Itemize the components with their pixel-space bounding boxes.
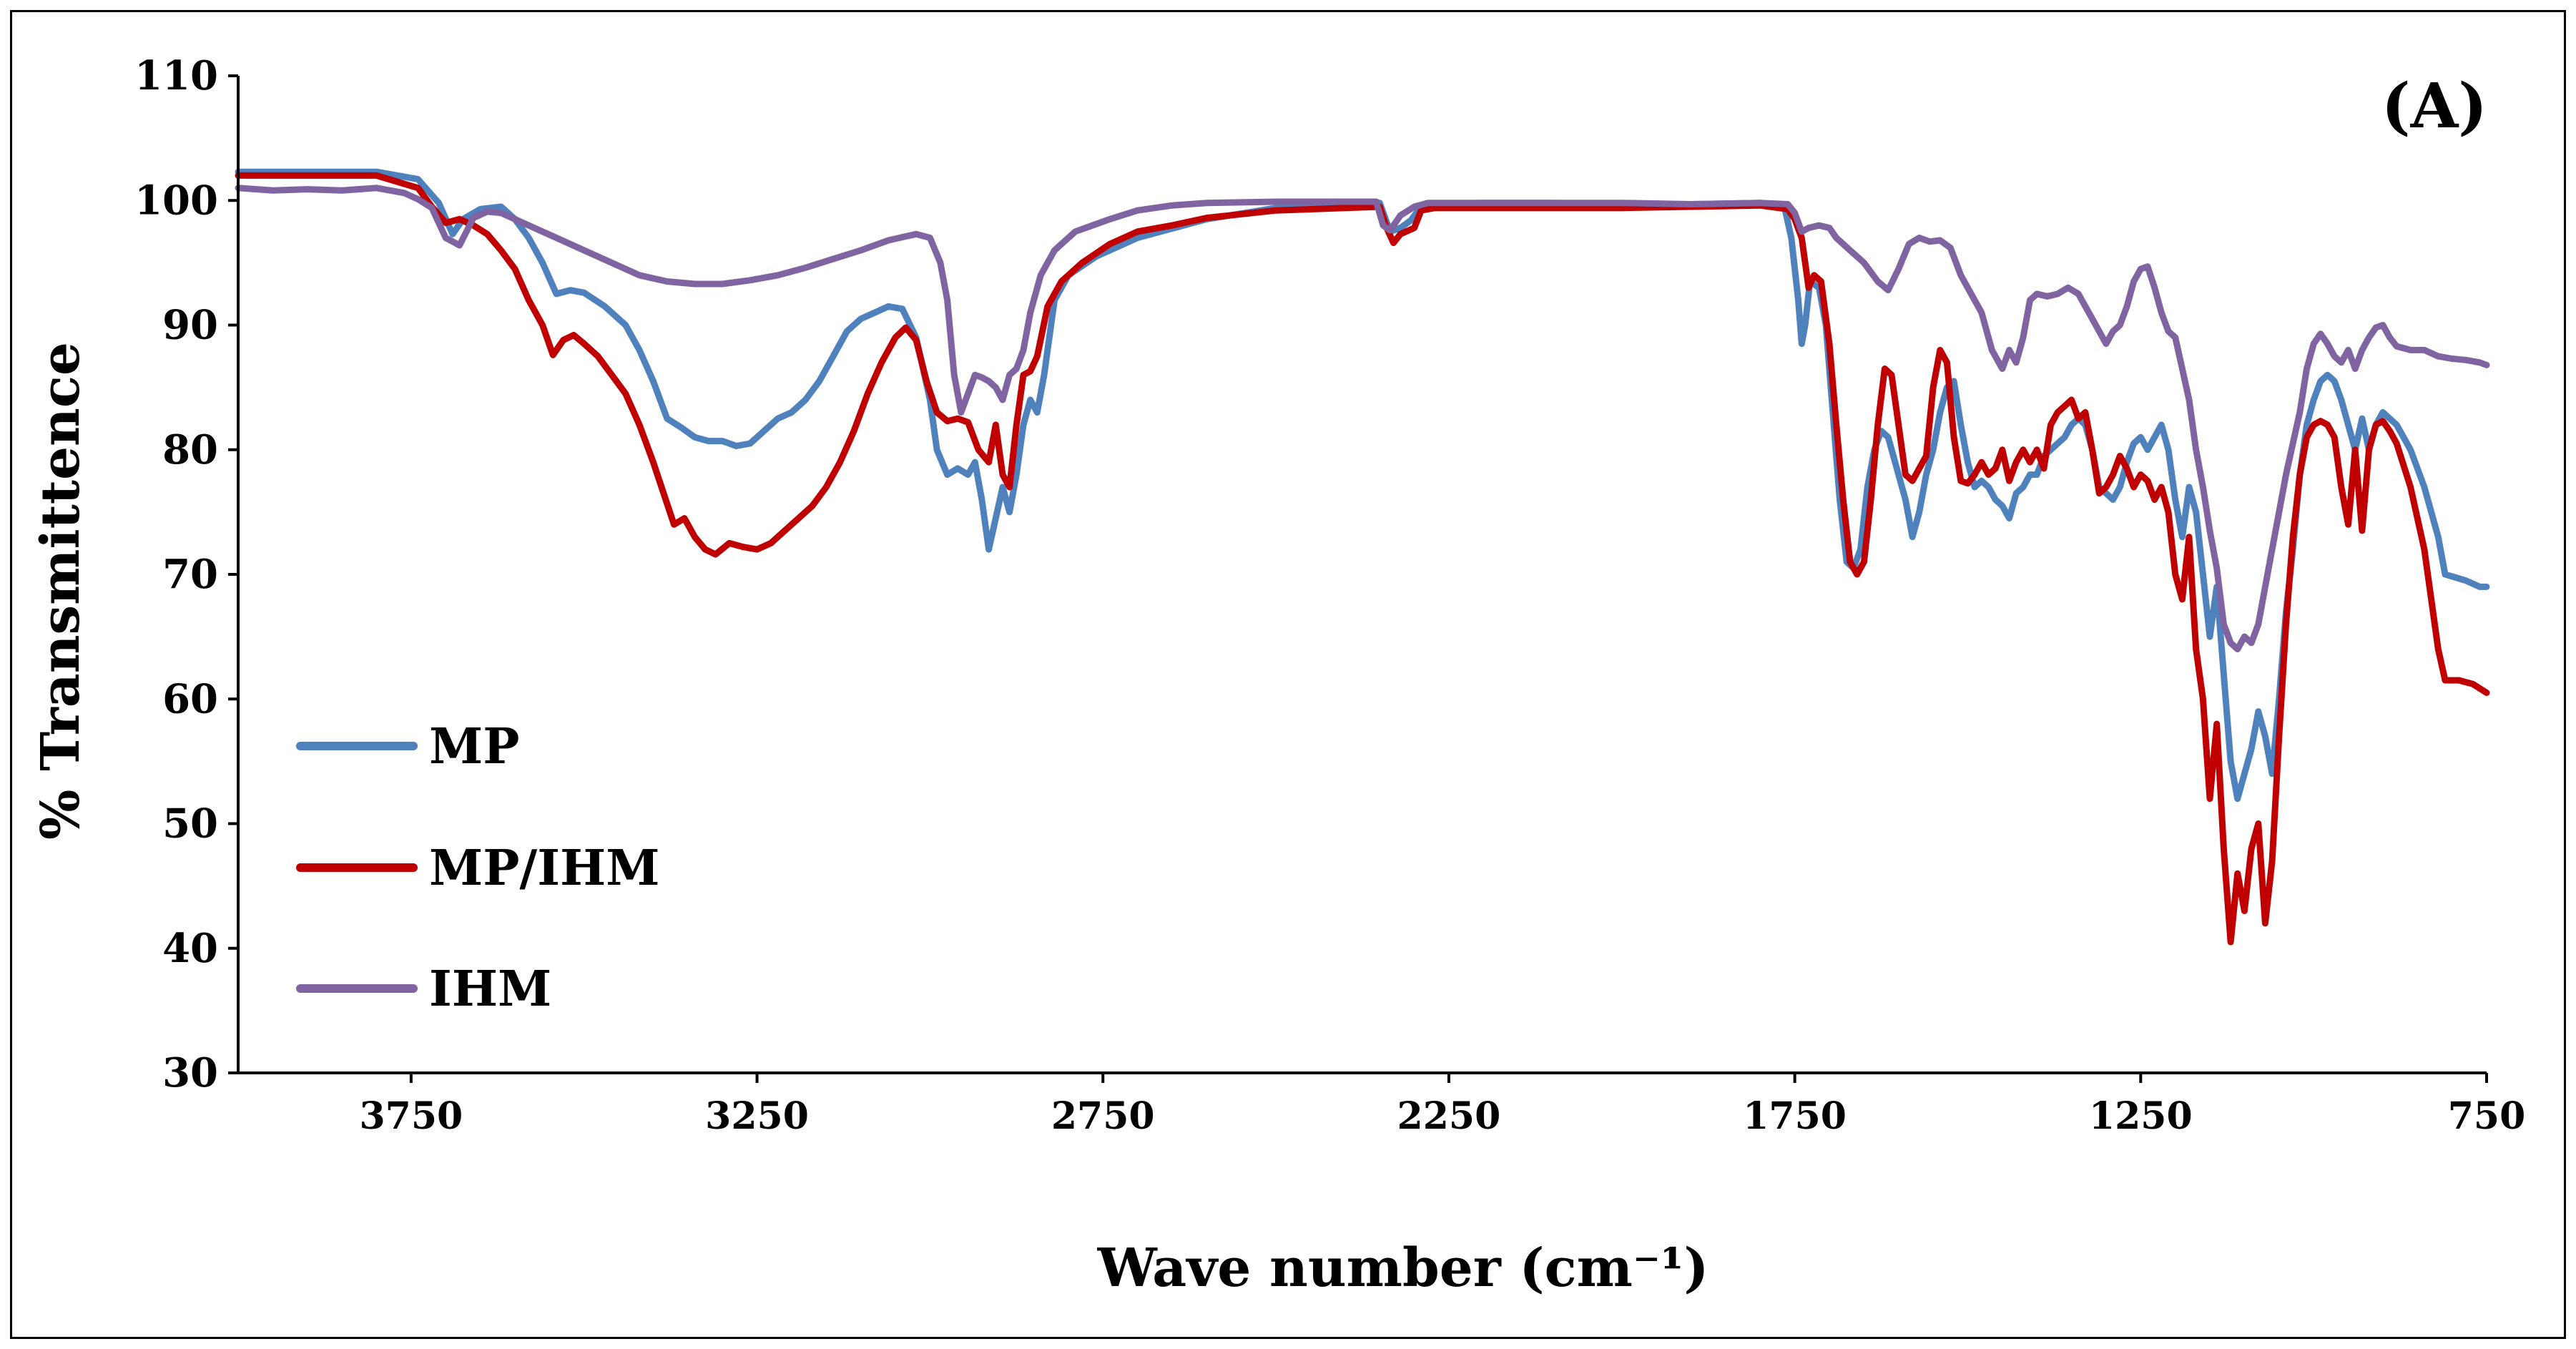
series-line-mp	[235, 168, 2490, 803]
panel-label: (A)	[2381, 70, 2487, 142]
x-tick-label: 2750	[1051, 1094, 1155, 1138]
x-tick-label: 1250	[2089, 1094, 2193, 1138]
x-axis-ticks: 3750 3250 2750 2250 1750 1250 750	[359, 1073, 2525, 1138]
legend: MP MP/IHM IHM	[296, 718, 660, 1018]
legend-label-mp: MP	[429, 718, 519, 775]
legend-label-ihm: IHM	[429, 961, 551, 1018]
x-tick-label: 750	[2448, 1094, 2526, 1138]
y-tick-label: 60	[162, 675, 218, 722]
chart-frame	[10, 10, 2566, 1339]
x-tick-label: 3750	[359, 1094, 463, 1138]
x-axis-title: Wave number (cm⁻¹)	[1097, 1237, 1709, 1299]
x-tick-label: 1750	[1743, 1094, 1847, 1138]
x-tick-label: 2250	[1397, 1094, 1501, 1138]
x-tick-label: 3250	[705, 1094, 809, 1138]
axes	[237, 76, 2487, 1074]
y-tick-label: 30	[162, 1049, 218, 1097]
series-line-ihm	[235, 185, 2490, 653]
y-tick-label: 100	[134, 177, 218, 224]
y-axis-ticks: 110 100 90 80 70 60 50 40 30	[134, 52, 238, 1097]
y-tick-label: 70	[162, 551, 218, 598]
y-axis-title: % Transmittence	[30, 342, 92, 840]
y-tick-label: 40	[162, 925, 218, 972]
y-tick-label: 80	[162, 426, 218, 474]
y-tick-label: 50	[162, 800, 218, 848]
plot-area	[235, 168, 2490, 946]
series-line-mp-ihm	[235, 172, 2490, 946]
y-tick-label: 110	[134, 52, 218, 99]
legend-label-mp-ihm: MP/IHM	[429, 840, 660, 897]
y-tick-label: 90	[162, 302, 218, 349]
